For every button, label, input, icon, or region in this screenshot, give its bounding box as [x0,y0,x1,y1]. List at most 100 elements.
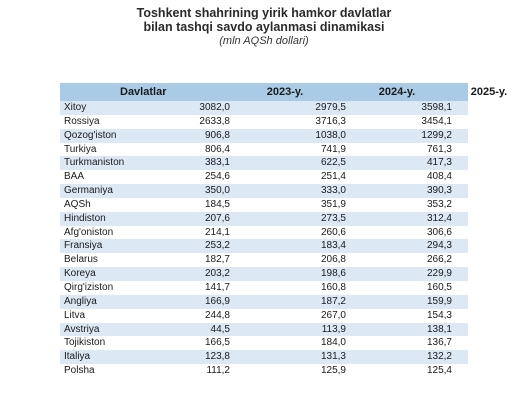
table-row: Xitoy 3082,0 2979,5 3598,1 [60,101,468,115]
value-cell: 113,9 [321,323,346,335]
value-cell: 244,8 [204,309,230,321]
country-cell: Litva [64,309,86,321]
country-cell: Hindiston [64,212,106,224]
value-cell: 184,5 [204,198,230,210]
value-cell: 267,0 [320,309,346,321]
trade-table: Xitoy 3082,0 2979,5 3598,1 Rossiya 2633,8 3716… [60,101,468,378]
header-2023: 2023-y. [266,86,304,98]
value-cell: 166,5 [204,337,230,349]
table-row: Germaniya 350,0 333,0 390,3 [60,184,468,198]
table-row: Fransiya 253,2 183,4 294,3 [60,239,468,254]
value-cell: 260,6 [320,226,346,238]
document-title: Toshkent shahrining yirik hamkor davlatl… [0,6,528,48]
value-cell: 2633,8 [199,115,230,127]
value-cell: 160,5 [426,281,452,293]
value-cell: 353,2 [426,198,452,210]
table-row: Tojikiston 166,5 184,0 136,7 [60,336,468,351]
value-cell: 154,3 [426,309,452,321]
value-cell: 761,3 [426,143,452,155]
value-cell: 253,2 [204,240,230,252]
value-cell: 906,8 [204,129,230,141]
country-cell: Qirg'iziston [64,281,114,293]
table-row: Avstriya 44,5 113,9 138,1 [60,322,468,337]
table-row: Afg'oniston 214,1 260,6 306,6 [60,225,468,240]
value-cell: 266,2 [426,254,452,266]
value-cell: 159,9 [426,295,452,307]
country-cell: Belarus [64,254,98,266]
table-row: Belarus 182,7 206,8 266,2 [60,253,468,268]
value-cell: 3082,0 [199,102,230,113]
country-cell: Koreya [64,268,96,280]
table-row: Koreya 203,2 198,6 229,9 [60,267,468,281]
value-cell: 294,3 [426,240,452,252]
value-cell: 125,9 [320,365,346,377]
value-cell: 3598,1 [421,102,452,113]
value-cell: 251,4 [320,171,346,183]
value-cell: 125,4 [426,365,452,377]
country-cell: Germaniya [64,185,113,197]
value-cell: 306,6 [426,226,452,238]
table-row: Polsha 111,2 125,9 125,4 [60,364,468,378]
value-cell: 273,5 [320,212,346,224]
value-cell: 131,3 [320,351,346,363]
value-cell: 182,7 [204,254,230,266]
value-cell: 187,2 [320,295,346,307]
value-cell: 383,1 [204,157,230,169]
value-cell: 622,5 [320,157,346,169]
value-cell: 351,9 [320,198,346,210]
value-cell: 1299,2 [421,129,452,141]
country-cell: Avstriya [64,323,100,335]
value-cell: 3454,1 [421,115,452,127]
country-cell: BAA [64,171,85,183]
table-row: Qozog'iston 906,8 1038,0 1299,2 [60,128,468,143]
country-cell: Turkiya [64,143,97,155]
table-row: BAA 254,6 251,4 408,4 [60,170,468,185]
value-cell: 141,7 [204,281,230,293]
country-cell: Polsha [64,365,95,377]
country-cell: Rossiya [64,115,100,127]
table-row: Turkiya 806,4 741,9 761,3 [60,142,468,157]
value-cell: 1038,0 [315,129,346,141]
value-cell: 183,4 [320,240,346,252]
value-cell: 741,9 [320,143,346,155]
value-cell: 123,8 [204,351,230,363]
value-cell: 229,9 [426,268,452,280]
country-cell: Angliya [64,295,97,307]
value-cell: 806,4 [204,143,230,155]
table-row: Hindiston 207,6 273,5 312,4 [60,211,468,226]
title-unit: (mln AQSh dollari) [219,35,309,47]
country-cell: Afg'oniston [64,226,114,238]
value-cell: 214,1 [204,226,230,238]
country-cell: Italiya [64,351,91,363]
value-cell: 408,4 [426,171,452,183]
value-cell: 312,4 [426,212,452,224]
title-line-1: Toshkent shahrining yirik hamkor davlatl… [136,6,392,20]
value-cell: 2979,5 [315,102,346,113]
value-cell: 160,8 [320,281,346,293]
header-2024: 2024-y. [378,86,416,98]
table-row: Angliya 166,9 187,2 159,9 [60,294,468,309]
table-row: Rossiya 2633,8 3716,3 3454,1 [60,114,468,129]
header-2025: 2025-y. [470,86,508,98]
value-cell: 138,1 [426,323,452,335]
value-cell: 132,2 [426,351,452,363]
table-row: Qirg'iziston 141,7 160,8 160,5 [60,280,468,295]
value-cell: 207,6 [204,212,230,224]
value-cell: 136,7 [426,337,452,349]
value-cell: 3716,3 [315,115,346,127]
country-cell: Fransiya [64,240,103,252]
value-cell: 390,3 [426,185,452,197]
value-cell: 166,9 [204,295,230,307]
value-cell: 417,3 [426,157,452,169]
table-row: Litva 244,8 267,0 154,3 [60,308,468,323]
value-cell: 206,8 [320,254,346,266]
value-cell: 203,2 [204,268,230,280]
value-cell: 254,6 [204,171,230,183]
header-countries: Davlatlar [120,86,167,98]
country-cell: Qozog'iston [64,129,117,141]
country-cell: Turkmaniston [64,157,125,169]
value-cell: 184,0 [320,337,346,349]
value-cell: 333,0 [320,185,346,197]
country-cell: Xitoy [64,102,87,113]
title-line-2: bilan tashqi savdo aylanmasi dinamikasi [143,20,385,34]
